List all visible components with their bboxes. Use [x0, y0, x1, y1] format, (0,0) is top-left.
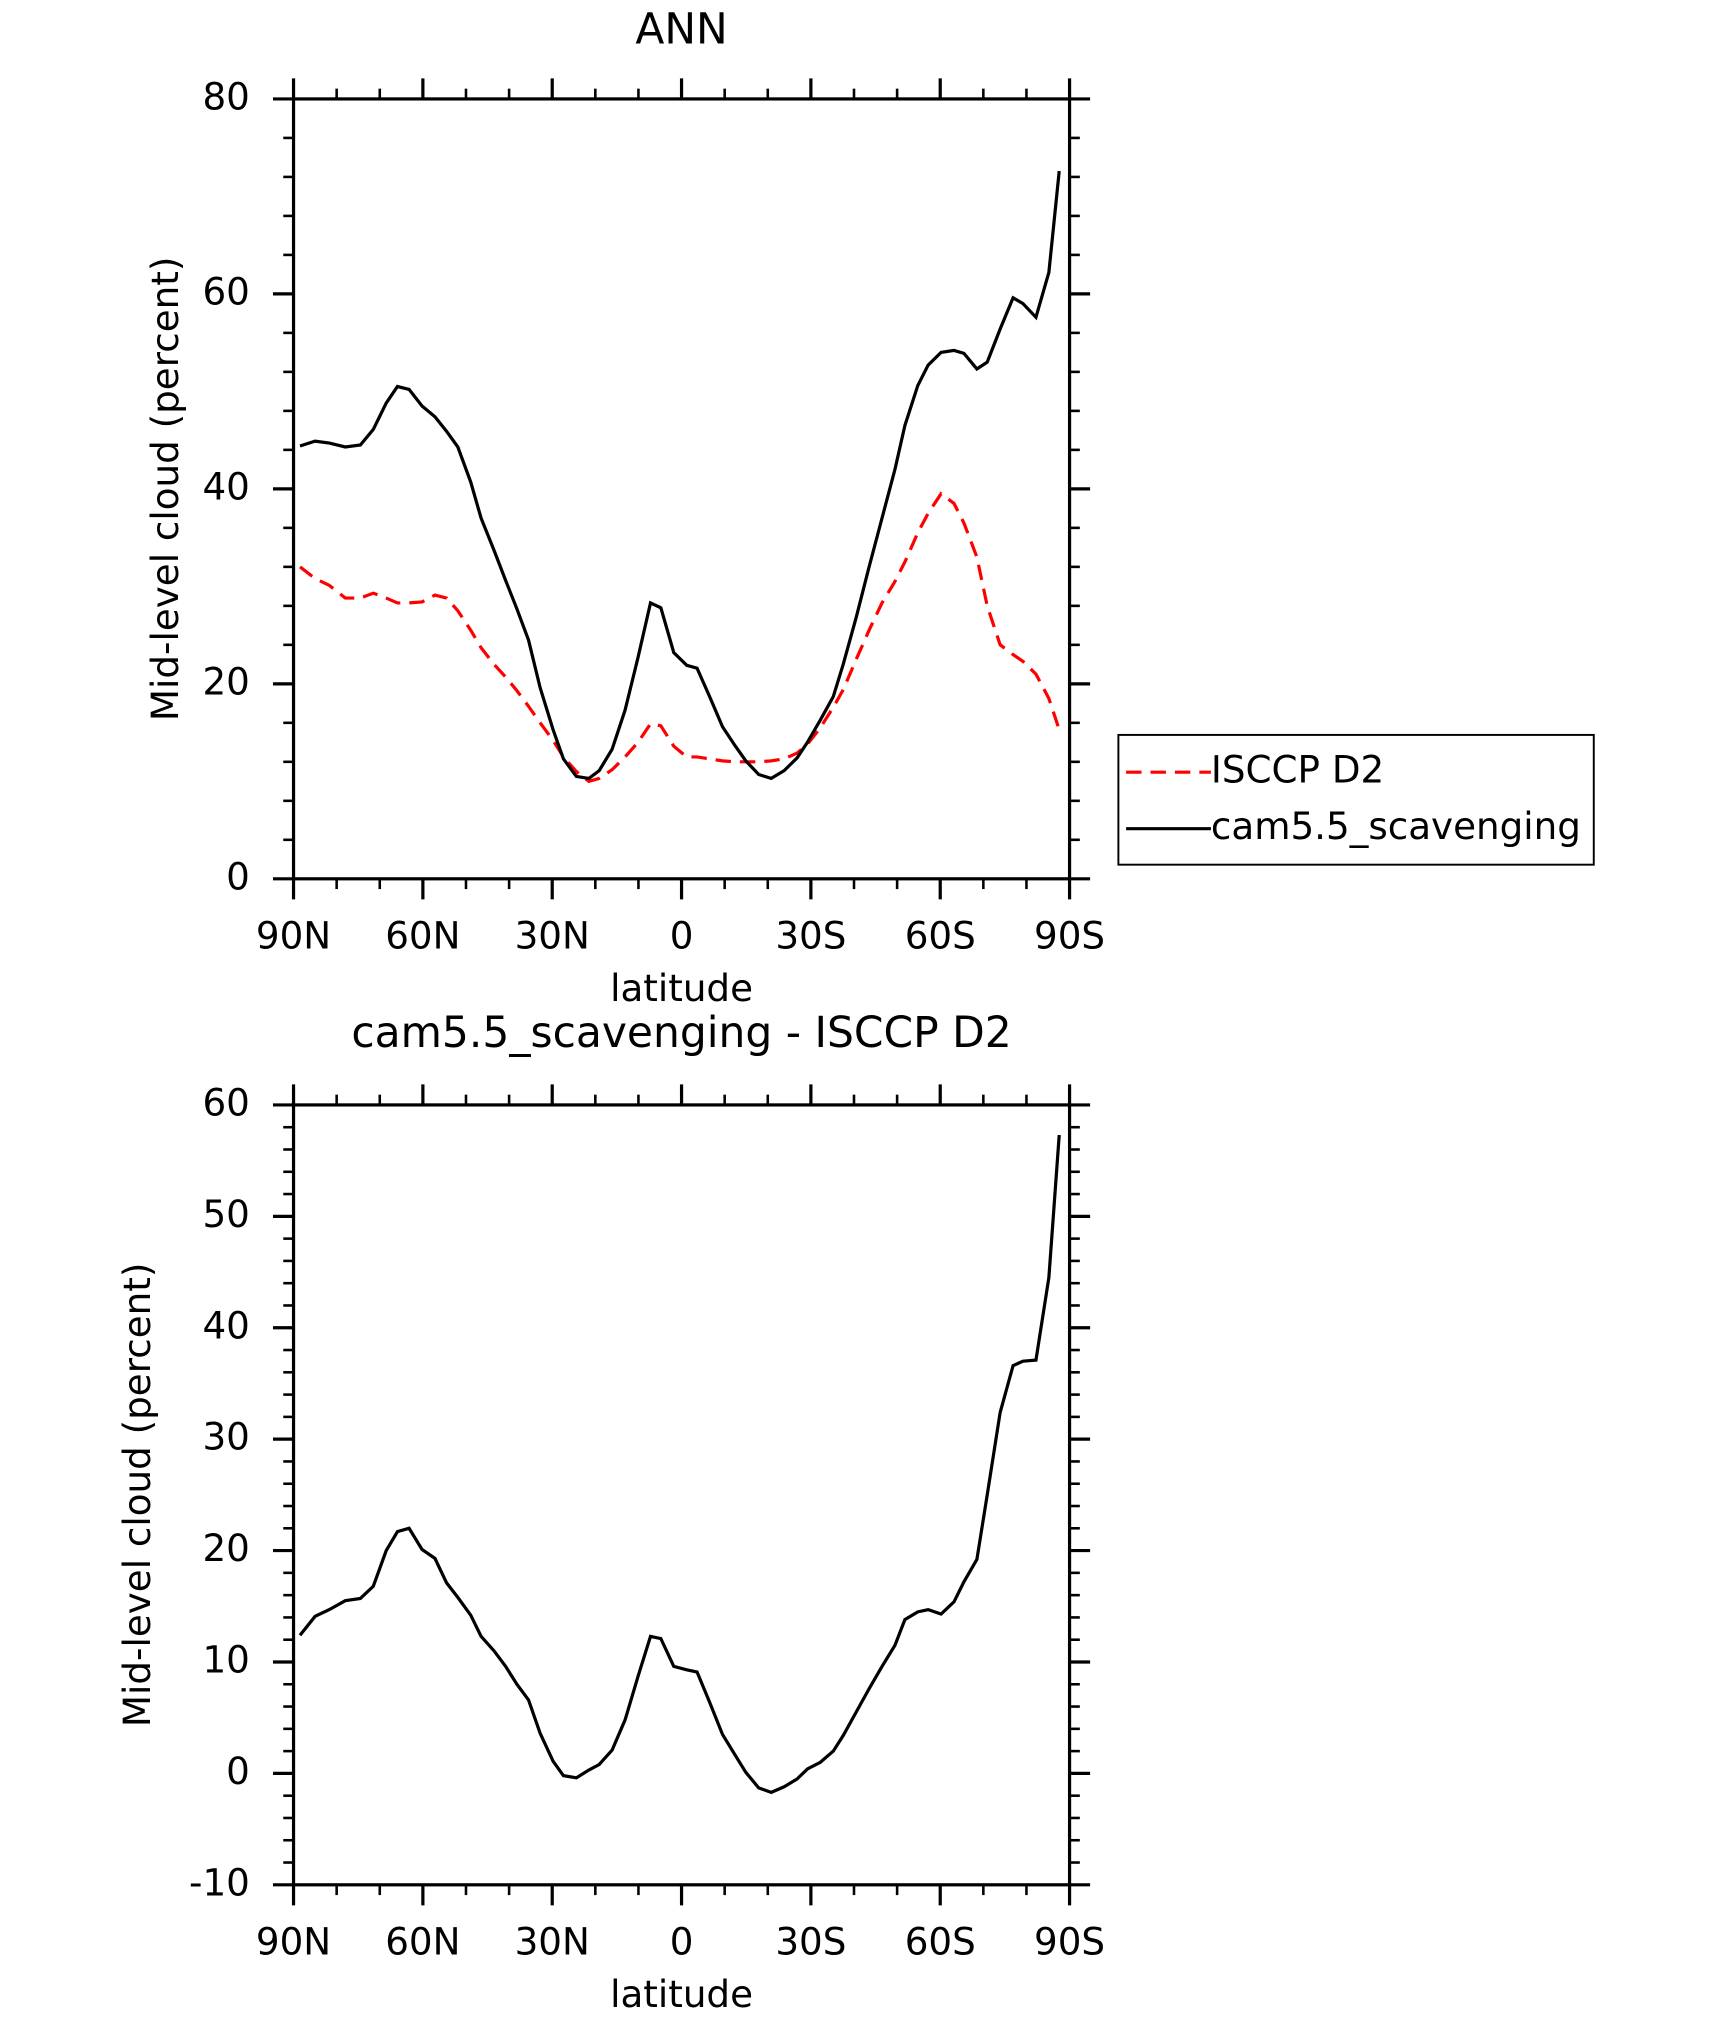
- x-tick-label: 30S: [775, 1919, 846, 1963]
- y-tick-label: 0: [226, 854, 250, 898]
- x-tick-label: 30N: [515, 913, 590, 957]
- y-tick-label: 50: [202, 1192, 249, 1236]
- x-tick-label: 60N: [385, 1919, 460, 1963]
- plot-frame: [291, 1103, 1072, 1887]
- y-tick-label: 40: [202, 464, 249, 508]
- chart-title: cam5.5_scavenging - ISCCP D2: [351, 1008, 1011, 1057]
- y-tick-label: 20: [202, 659, 249, 703]
- legend-label: ISCCP D2: [1211, 748, 1384, 792]
- data-line: [299, 491, 1061, 784]
- y-tick-label: 20: [202, 1526, 249, 1570]
- y-tick-label: -10: [189, 1860, 250, 1904]
- legend-box: [1117, 733, 1595, 866]
- x-tick-label: 0: [670, 913, 694, 957]
- y-tick-label: 0: [226, 1749, 250, 1793]
- y-tick-label: 10: [202, 1637, 249, 1681]
- data-line: [298, 1134, 1061, 1795]
- x-axis-label: latitude: [610, 1972, 753, 2016]
- x-tick-label: 0: [670, 1919, 694, 1963]
- x-axis-label: latitude: [610, 966, 753, 1010]
- x-tick-label: 60S: [905, 1919, 976, 1963]
- y-axis-label: Mid-level cloud (percent): [115, 1263, 159, 1727]
- x-tick-label: 30N: [515, 1919, 590, 1963]
- x-tick-label: 90S: [1034, 913, 1105, 957]
- plot-frame: [291, 97, 1072, 881]
- x-tick-label: 30S: [775, 913, 846, 957]
- y-tick-label: 60: [202, 1080, 249, 1124]
- x-tick-label: 90S: [1034, 1919, 1105, 1963]
- x-tick-label: 60N: [385, 913, 460, 957]
- x-tick-label: 90N: [256, 1919, 331, 1963]
- y-tick-label: 40: [202, 1303, 249, 1347]
- y-tick-label: 30: [202, 1415, 249, 1459]
- y-tick-label: 80: [202, 74, 249, 118]
- x-tick-label: 60S: [905, 913, 976, 957]
- chart-title: ANN: [635, 5, 727, 54]
- y-axis-label: Mid-level cloud (percent): [143, 257, 187, 721]
- data-line: [299, 170, 1061, 781]
- x-tick-label: 90N: [256, 913, 331, 957]
- y-tick-label: 60: [202, 269, 249, 313]
- legend-label: cam5.5_scavenging: [1211, 804, 1581, 848]
